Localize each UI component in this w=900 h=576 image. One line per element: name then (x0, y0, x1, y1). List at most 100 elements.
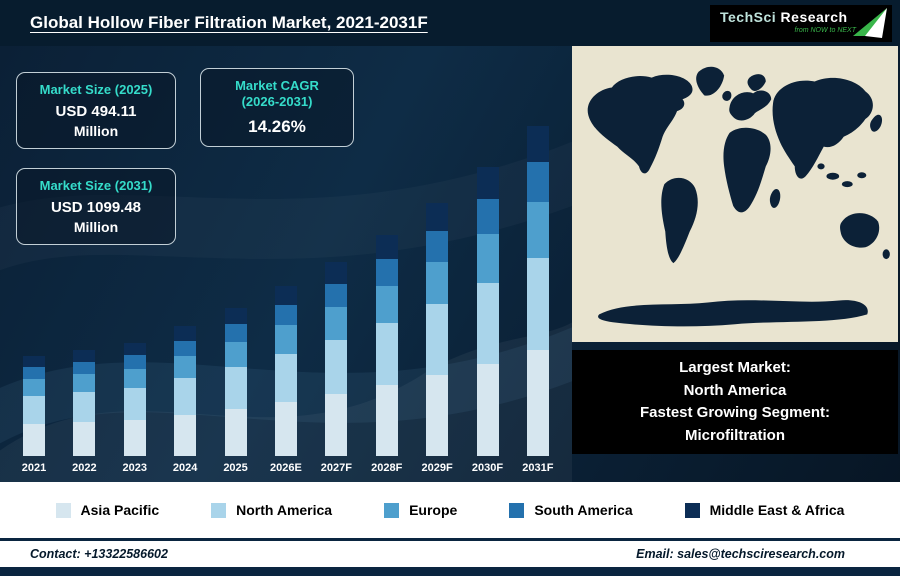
bar-segment-north-america (426, 304, 449, 376)
bar-segment-europe (526, 201, 549, 258)
x-axis-label: 2026E (270, 462, 302, 474)
arrow-icon (853, 8, 887, 38)
bar-column-2025: 2025 (214, 72, 258, 476)
bar-segment-north-america (174, 378, 197, 415)
bar-segment-middle-east-africa (274, 286, 297, 306)
bar-segment-europe (73, 374, 96, 393)
stacked-bar-2021 (23, 356, 45, 456)
bar-column-2029F: 2029F (415, 72, 459, 476)
logo-brand-part1: TechSci (720, 9, 777, 25)
x-axis-label: 2028F (371, 462, 403, 474)
logo-tagline: from NOW to NEXT (794, 27, 856, 34)
bar-column-2027F: 2027F (314, 72, 358, 476)
bar-segment-south-america (325, 283, 348, 307)
x-axis-label: 2031F (522, 462, 554, 474)
legend-item-south-america: South America (509, 502, 633, 518)
bar-segment-europe (123, 368, 146, 388)
bar-segment-europe (375, 285, 398, 324)
fastest-segment-value: Microfiltration (685, 426, 785, 444)
bar-column-2023: 2023 (113, 72, 157, 476)
largest-market-label: Largest Market: (679, 359, 791, 376)
stacked-bar-2028F (375, 234, 398, 456)
market-cagr-box: Market CAGR (2026-2031) 14.26% (200, 68, 354, 147)
bar-column-2024: 2024 (163, 72, 207, 476)
x-axis-label: 2023 (122, 462, 148, 474)
x-axis-label: 2030F (471, 462, 504, 474)
bar-segment-europe (325, 306, 348, 340)
legend-swatch-icon (211, 502, 227, 518)
stacked-bar-chart-area: 2021 2022 2023 2024 2025 2026E 2027F 2028F 2029F… (0, 46, 572, 482)
bar-segment-europe (224, 341, 247, 368)
x-axis-label: 2021 (21, 462, 47, 474)
bar-segment-south-america (23, 367, 45, 380)
largest-market-value: North America (683, 381, 787, 399)
bar-segment-middle-east-africa (224, 307, 247, 325)
legend-swatch-icon (384, 502, 400, 518)
bar-segment-middle-east-africa (426, 203, 449, 232)
legend-label: South America (534, 502, 633, 518)
market-size-2031-label: Market Size (2031) (39, 178, 153, 193)
legend-label: North America (236, 502, 333, 518)
bar-segment-south-america (73, 361, 96, 375)
bar-segment-north-america (526, 257, 549, 351)
bar-chart: 2021 2022 2023 2024 2025 2026E 2027F 2028F 2029F… (12, 72, 560, 476)
bar-segment-asia-pacific (426, 375, 449, 456)
bar-segment-europe (274, 325, 297, 355)
bar-segment-asia-pacific (123, 419, 146, 456)
page-title: Global Hollow Fiber Filtration Market, 2… (30, 13, 428, 32)
world-map (572, 46, 898, 342)
bar-segment-middle-east-africa (325, 262, 348, 284)
market-size-2025-box: Market Size (2025) USD 494.11 Million (16, 72, 176, 150)
bar-segment-south-america (375, 259, 398, 286)
bar-segment-europe (174, 356, 197, 379)
x-axis-label: 2024 (172, 462, 198, 474)
bar-segment-asia-pacific (526, 350, 549, 456)
market-cagr-label-line1: Market CAGR (235, 78, 319, 93)
stacked-bar-2027F (325, 262, 348, 456)
bar-segment-middle-east-africa (174, 326, 197, 341)
bar-segment-south-america (123, 355, 146, 369)
x-axis-label: 2027F (320, 462, 352, 474)
bar-segment-europe (476, 233, 499, 283)
bar-segment-middle-east-africa (476, 167, 499, 200)
market-size-2025-value: USD 494.11 (55, 103, 137, 121)
main-area: 2021 2022 2023 2024 2025 2026E 2027F 2028F 2029F… (0, 46, 900, 482)
bar-segment-asia-pacific (224, 408, 247, 456)
email-info: Email: sales@techsciresearch.com (636, 547, 845, 561)
legend-item-asia-pacific: Asia Pacific (55, 502, 159, 518)
bar-column-2030F: 2030F (466, 72, 510, 476)
market-size-2031-unit: Million (73, 219, 119, 236)
legend-swatch-icon (684, 502, 700, 518)
bar-segment-europe (23, 379, 45, 397)
bottom-bar (0, 567, 900, 576)
bar-segment-asia-pacific (325, 394, 348, 456)
logo-brand: TechSci Research (720, 9, 882, 25)
stacked-bar-2031F (526, 126, 549, 456)
bar-column-2026E: 2026E (264, 72, 308, 476)
legend-swatch-icon (509, 502, 525, 518)
logo-brand-part2: Research (780, 9, 848, 25)
bar-segment-north-america (375, 323, 398, 386)
stacked-bar-2030F (476, 167, 499, 456)
legend: Asia Pacific North America Europe South Ame… (0, 482, 900, 538)
legend-item-north-america: North America (211, 502, 332, 518)
bar-segment-north-america (476, 282, 499, 364)
bar-segment-asia-pacific (73, 422, 96, 456)
x-axis-label: 2022 (72, 462, 97, 474)
bar-column-2021: 2021 (12, 72, 56, 476)
bar-segment-south-america (274, 305, 297, 326)
legend-item-europe: Europe (384, 502, 457, 518)
bar-segment-asia-pacific (23, 424, 45, 456)
legend-swatch-icon (55, 502, 71, 518)
legend-label: Middle East & Africa (709, 502, 845, 518)
bar-segment-north-america (73, 392, 96, 423)
fastest-segment-label: Fastest Growing Segment: (639, 404, 831, 421)
footer: Contact: +13322586602 Email: sales@techs… (0, 541, 900, 567)
bar-segment-north-america (123, 387, 146, 420)
bar-segment-middle-east-africa (73, 350, 96, 362)
market-size-2025-unit: Million (73, 123, 119, 140)
techsci-logo: TechSci Research from NOW to NEXT (710, 5, 892, 42)
bar-segment-asia-pacific (476, 363, 499, 456)
stacked-bar-2022 (73, 350, 96, 456)
bar-column-2022: 2022 (62, 72, 106, 476)
